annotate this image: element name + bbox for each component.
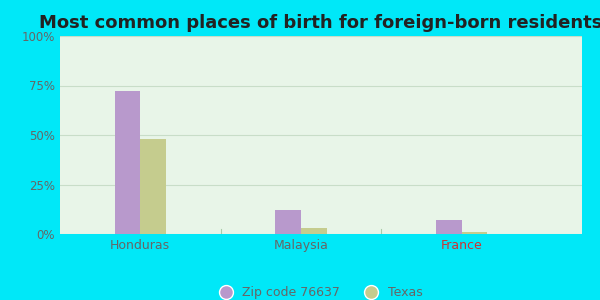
Bar xyxy=(436,220,461,234)
Bar xyxy=(275,210,301,234)
Title: Most common places of birth for foreign-born residents: Most common places of birth for foreign-… xyxy=(40,14,600,32)
Legend: Zip code 76637, Texas: Zip code 76637, Texas xyxy=(216,283,426,300)
Bar xyxy=(301,228,326,234)
Bar xyxy=(461,232,487,234)
Bar xyxy=(115,92,140,234)
Bar xyxy=(140,139,166,234)
